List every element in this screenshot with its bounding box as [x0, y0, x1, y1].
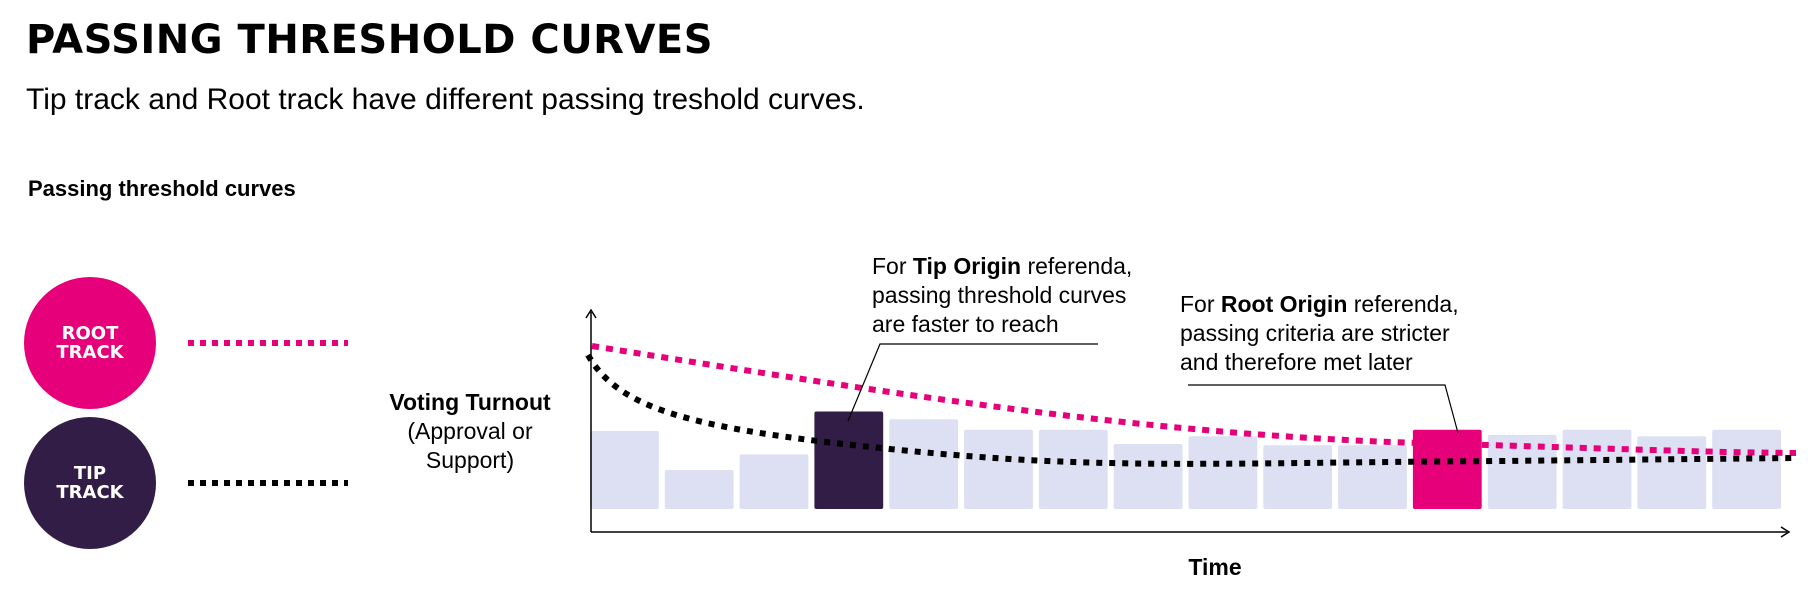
- x-axis-arrow: [1780, 526, 1791, 538]
- tip-annotation-prefix: For: [872, 253, 913, 279]
- page-title: PASSING THRESHOLD CURVES: [26, 17, 714, 63]
- turnout-bar: [1188, 436, 1258, 509]
- section-label: Passing threshold curves: [28, 176, 296, 201]
- tip-annotation-line1: For Tip Origin referenda,: [872, 252, 1132, 281]
- turnout-bar: [664, 470, 734, 509]
- turnout-bar: [1113, 444, 1183, 509]
- tip-track-label-line1: TIP: [73, 463, 107, 484]
- turnout-bar: [1712, 429, 1781, 509]
- tip-annotation: For Tip Origin referenda, passing thresh…: [872, 252, 1132, 339]
- root-annotation-line3: and therefore met later: [1180, 349, 1413, 375]
- turnout-bar: [1263, 445, 1333, 509]
- turnout-bar: [1637, 436, 1707, 509]
- root-track-badge: ROOT TRACK: [24, 277, 156, 409]
- y-axis-label: Voting Turnout (Approval or Support): [370, 388, 570, 475]
- tip-annotation-line3: are faster to reach: [872, 311, 1059, 337]
- root-track-label-line2: TRACK: [56, 342, 124, 363]
- root-annotation-line2: passing criteria are stricter: [1180, 320, 1450, 346]
- y-axis-label-title: Voting Turnout: [389, 389, 551, 415]
- tip-threshold-curve: [585, 353, 1797, 467]
- tip-track-label: TIP TRACK: [50, 464, 130, 502]
- turnout-bar: [590, 431, 659, 509]
- tip-annotation-bold: Tip Origin: [912, 253, 1022, 279]
- y-axis-arrow: [585, 308, 597, 319]
- x-axis-label: Time: [1188, 554, 1242, 580]
- root-annotation-bold: Root Origin: [1220, 291, 1348, 317]
- tip-track-badge: TIP TRACK: [24, 417, 156, 549]
- y-axis-label-line2: (Approval or: [407, 418, 533, 444]
- root-annotation-suffix: referenda,: [1347, 291, 1459, 317]
- root-highlight-bar: [1412, 429, 1482, 509]
- tip-track-label-line2: TRACK: [56, 482, 124, 503]
- root-annotation: For Root Origin referenda, passing crite…: [1180, 290, 1459, 377]
- y-axis-label-line3: Support): [425, 447, 515, 473]
- turnout-bar: [1487, 434, 1557, 509]
- turnout-bar: [1562, 429, 1632, 509]
- root-annotation-prefix: For: [1180, 291, 1221, 317]
- turnout-bar: [739, 454, 809, 509]
- tip-highlight-bar: [814, 411, 884, 509]
- turnout-bar: [1038, 429, 1108, 509]
- tip-annotation-line2: passing threshold curves: [872, 282, 1127, 308]
- root-annotation-leader: [1188, 384, 1459, 434]
- root-annotation-line1: For Root Origin referenda,: [1180, 290, 1459, 319]
- root-threshold-curve: [591, 343, 1797, 456]
- root-track-label-line1: ROOT: [61, 323, 119, 344]
- tip-annotation-leader: [847, 343, 1098, 422]
- page-subtitle: Tip track and Root track have different …: [26, 83, 865, 116]
- turnout-bar: [1338, 445, 1407, 509]
- bars-group: [590, 411, 1781, 509]
- root-track-label: ROOT TRACK: [50, 324, 130, 362]
- turnout-bar: [964, 429, 1033, 509]
- turnout-bar: [889, 419, 959, 509]
- tip-annotation-suffix: referenda,: [1021, 253, 1133, 279]
